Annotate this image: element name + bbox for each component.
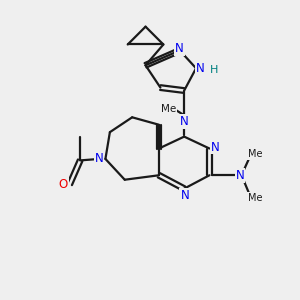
Text: N: N bbox=[180, 115, 189, 128]
Text: Me: Me bbox=[248, 149, 262, 159]
Text: H: H bbox=[210, 65, 219, 75]
Text: N: N bbox=[196, 62, 205, 75]
Text: N: N bbox=[236, 169, 244, 182]
Text: N: N bbox=[94, 152, 103, 165]
Text: N: N bbox=[175, 42, 184, 56]
Text: Me: Me bbox=[161, 104, 176, 114]
Text: N: N bbox=[211, 140, 220, 154]
Text: O: O bbox=[58, 178, 68, 191]
Text: N: N bbox=[180, 189, 189, 202]
Text: Me: Me bbox=[248, 193, 262, 203]
